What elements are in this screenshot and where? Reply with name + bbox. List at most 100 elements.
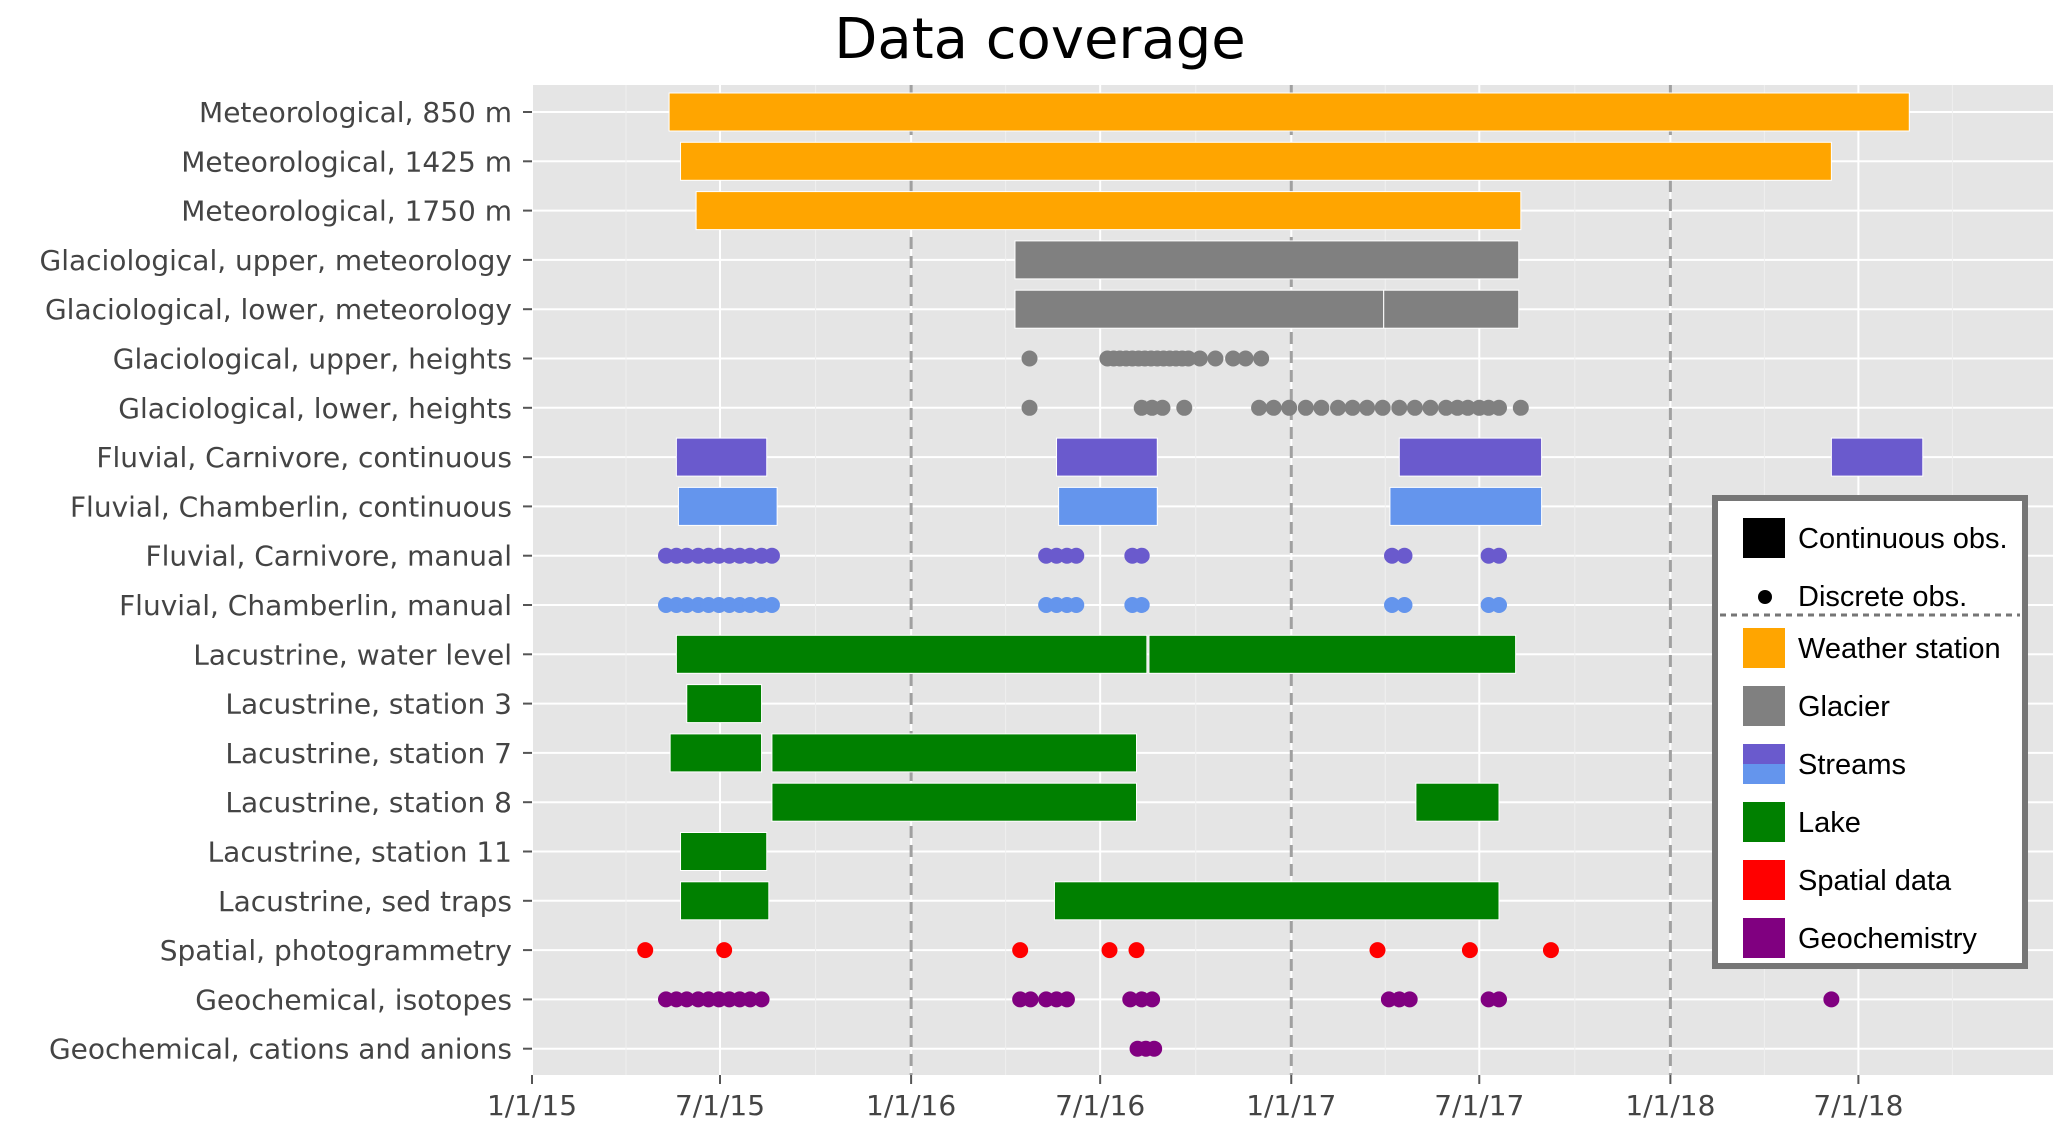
- discrete-point: [1022, 991, 1039, 1008]
- legend-continuous-label: Continuous obs.: [1798, 523, 2008, 555]
- legend-label-glacier: Glacier: [1798, 691, 1890, 723]
- legend-swatch-weather: [1743, 628, 1785, 668]
- row-label-geochemical-cations-and-anions: Geochemical, cations and anions: [49, 1033, 512, 1066]
- row-marks-lacustrine-sed-traps: [680, 881, 1500, 921]
- legend-label-geochem: Geochemistry: [1798, 923, 1977, 955]
- discrete-point: [1512, 399, 1529, 416]
- discrete-point: [1133, 547, 1150, 564]
- discrete-point: [1491, 547, 1508, 564]
- discrete-point: [1265, 399, 1282, 416]
- continuous-bar: [1014, 289, 1385, 329]
- row-marks-meteorological-1425-m: [680, 141, 1832, 181]
- continuous-bar: [677, 486, 778, 526]
- discrete-point: [637, 942, 654, 959]
- continuous-bar: [668, 92, 1910, 132]
- continuous-bar: [771, 733, 1138, 773]
- x-tick-label: 1/1/16: [866, 1089, 956, 1122]
- row-marks-geochemical-isotopes: [657, 991, 1840, 1008]
- discrete-point: [742, 547, 759, 564]
- discrete-point: [1281, 399, 1298, 416]
- discrete-point: [1374, 399, 1391, 416]
- discrete-point: [1330, 399, 1347, 416]
- row-marks-glaciological-upper-meteorology: [1014, 240, 1520, 280]
- continuous-bar: [1053, 881, 1500, 921]
- discrete-point: [1251, 399, 1268, 416]
- discrete-point: [763, 547, 780, 564]
- row-label-fluvial-carnivore-manual: Fluvial, Carnivore, manual: [146, 540, 512, 573]
- row-marks-meteorological-1750-m: [695, 191, 1522, 231]
- row-label-geochemical-isotopes: Geochemical, isotopes: [195, 983, 512, 1016]
- row-marks-lacustrine-station-7: [669, 733, 1138, 773]
- legend-swatch-glacier: [1743, 686, 1785, 726]
- continuous-bar: [680, 881, 770, 921]
- row-label-glaciological-lower-heights: Glaciological, lower, heights: [118, 392, 512, 425]
- row-marks-lacustrine-water-level: [675, 634, 1517, 674]
- x-tick-label: 7/1/18: [1813, 1089, 1903, 1122]
- row-label-glaciological-upper-meteorology: Glaciological, upper, meteorology: [40, 244, 513, 277]
- discrete-point: [1823, 991, 1840, 1008]
- row-label-lacustrine-water-level: Lacustrine, water level: [193, 638, 512, 671]
- x-tick-label: 1/1/15: [487, 1089, 577, 1122]
- row-label-fluvial-carnivore-continuous: Fluvial, Carnivore, continuous: [96, 441, 512, 474]
- discrete-point: [1191, 350, 1208, 367]
- data-marks: [637, 92, 1924, 1057]
- legend-continuous-swatch: [1743, 518, 1785, 558]
- discrete-point: [1391, 399, 1408, 416]
- row-marks-fluvial-chamberlin-manual: [657, 597, 1508, 613]
- legend-swatch-lake: [1743, 802, 1785, 842]
- chart-title: Data coverage: [834, 7, 1246, 72]
- continuous-bar: [1830, 437, 1924, 477]
- row-marks-fluvial-chamberlin-continuous: [677, 486, 1543, 526]
- legend-entries: Weather station Glacier Streams Lake Spatial…: [1743, 628, 2001, 958]
- legend-box: [1712, 495, 2028, 969]
- discrete-point: [1068, 547, 1085, 564]
- row-marks-fluvial-carnivore-continuous: [675, 437, 1924, 477]
- row-label-spatial-photogrammetry: Spatial, photogrammetry: [160, 934, 512, 967]
- discrete-point: [1122, 991, 1139, 1008]
- row-label-meteorological-1425-m: Meteorological, 1425 m: [181, 145, 512, 178]
- row-label-lacustrine-station-3: Lacustrine, station 3: [225, 688, 512, 721]
- discrete-point: [742, 991, 759, 1008]
- x-tick-label: 7/1/16: [1055, 1089, 1145, 1122]
- discrete-point: [763, 597, 780, 613]
- row-label-glaciological-upper-heights: Glaciological, upper, heights: [113, 343, 512, 376]
- row-label-lacustrine-station-7: Lacustrine, station 7: [225, 737, 512, 770]
- discrete-point: [1207, 350, 1224, 367]
- discrete-point: [1133, 597, 1150, 613]
- continuous-bar: [1014, 240, 1520, 280]
- row-marks-fluvial-carnivore-manual: [657, 547, 1508, 564]
- legend-label-spatial: Spatial data: [1798, 865, 1952, 897]
- row-marks-glaciological-lower-meteorology: [1014, 289, 1520, 329]
- discrete-point: [678, 991, 695, 1008]
- discrete-point: [1438, 399, 1455, 416]
- legend: Continuous obs. Discrete obs. Weather st…: [1712, 495, 2028, 969]
- axes: 1/1/15 7/1/15 1/1/16 7/1/16 1/1/17 7/1/17 1/1/…: [40, 96, 1904, 1122]
- x-tick-label: 7/1/17: [1434, 1089, 1524, 1122]
- continuous-bar: [695, 191, 1522, 231]
- discrete-point: [716, 942, 733, 959]
- continuous-bar: [1389, 486, 1543, 526]
- discrete-point: [742, 597, 759, 613]
- row-label-glaciological-lower-meteorology: Glaciological, lower, meteorology: [45, 293, 512, 326]
- legend-label-streams: Streams: [1798, 749, 1906, 781]
- discrete-point: [1396, 597, 1413, 613]
- row-label-fluvial-chamberlin-manual: Fluvial, Chamberlin, manual: [119, 589, 512, 622]
- discrete-point: [1068, 597, 1085, 613]
- discrete-point: [1237, 350, 1254, 367]
- x-tick-label: 1/1/17: [1246, 1089, 1336, 1122]
- discrete-point: [1369, 942, 1386, 959]
- discrete-point: [1253, 350, 1270, 367]
- discrete-point: [1459, 399, 1476, 416]
- discrete-point: [1180, 350, 1197, 367]
- x-tick-label: 7/1/15: [675, 1089, 765, 1122]
- continuous-bar: [680, 832, 768, 871]
- continuous-bar: [680, 141, 1832, 181]
- row-marks-glaciological-upper-heights: [1021, 350, 1270, 367]
- continuous-bar: [1056, 437, 1158, 477]
- discrete-point: [1012, 942, 1029, 959]
- continuous-bar: [1415, 782, 1500, 822]
- discrete-point: [678, 597, 695, 613]
- discrete-point: [1344, 399, 1361, 416]
